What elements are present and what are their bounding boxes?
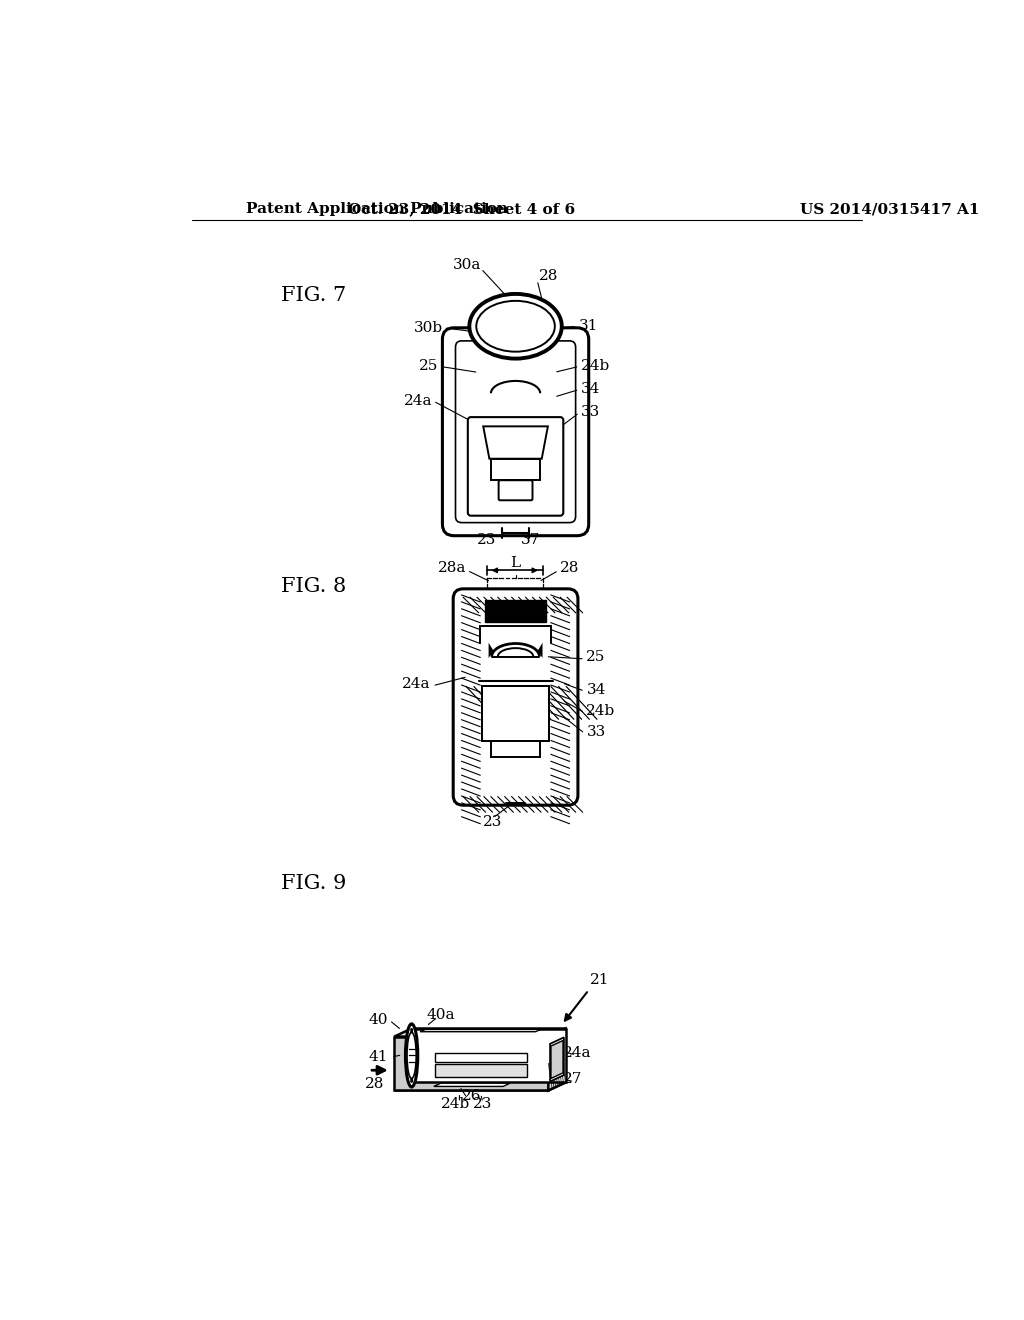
- Bar: [481, 686, 550, 742]
- Ellipse shape: [476, 301, 555, 351]
- Text: 28b: 28b: [436, 1032, 466, 1045]
- Text: 25: 25: [464, 1041, 483, 1056]
- Text: 24b: 24b: [587, 705, 615, 718]
- FancyBboxPatch shape: [442, 327, 589, 536]
- Polygon shape: [434, 1084, 510, 1086]
- Text: 28: 28: [539, 269, 558, 284]
- Polygon shape: [394, 1082, 565, 1090]
- Polygon shape: [394, 1036, 549, 1090]
- Text: 40: 40: [369, 1014, 388, 1027]
- Polygon shape: [550, 1038, 564, 1081]
- Text: 40b: 40b: [436, 1030, 465, 1044]
- Polygon shape: [551, 1040, 563, 1078]
- Text: FIG. 7: FIG. 7: [281, 286, 346, 305]
- Text: 34: 34: [581, 383, 600, 396]
- Polygon shape: [420, 1030, 541, 1032]
- Text: 33: 33: [587, 725, 605, 739]
- Text: 28a: 28a: [438, 561, 466, 576]
- Polygon shape: [483, 426, 548, 459]
- FancyBboxPatch shape: [468, 417, 563, 516]
- Text: 28: 28: [560, 561, 580, 576]
- Text: 23: 23: [482, 816, 502, 829]
- Text: 23: 23: [476, 532, 496, 546]
- Text: 23: 23: [473, 1097, 493, 1111]
- Text: FIG. 9: FIG. 9: [281, 874, 346, 894]
- Text: 25: 25: [587, 651, 606, 664]
- Polygon shape: [538, 643, 543, 659]
- Text: FIG. 8: FIG. 8: [281, 577, 346, 597]
- Ellipse shape: [469, 294, 562, 359]
- Text: 26: 26: [462, 1089, 481, 1104]
- Text: 21: 21: [590, 973, 609, 987]
- FancyBboxPatch shape: [499, 480, 532, 500]
- Text: 41: 41: [369, 1051, 388, 1064]
- Ellipse shape: [406, 1024, 418, 1086]
- Text: 34: 34: [587, 682, 606, 697]
- Bar: [490, 742, 541, 756]
- Text: 24b: 24b: [441, 1097, 470, 1111]
- Text: US 2014/0315417 A1: US 2014/0315417 A1: [801, 202, 980, 216]
- Polygon shape: [412, 1028, 565, 1082]
- Text: 31: 31: [579, 319, 598, 333]
- Polygon shape: [435, 1064, 527, 1077]
- Polygon shape: [394, 1028, 565, 1036]
- Text: 27: 27: [563, 1072, 583, 1086]
- Text: 25: 25: [419, 359, 438, 374]
- Polygon shape: [549, 1028, 565, 1090]
- Text: 28: 28: [365, 1077, 384, 1092]
- Polygon shape: [488, 643, 494, 659]
- FancyBboxPatch shape: [456, 341, 575, 523]
- Text: 24a: 24a: [402, 677, 431, 690]
- Bar: [481, 686, 550, 742]
- FancyBboxPatch shape: [454, 589, 578, 805]
- Text: Oct. 23, 2014  Sheet 4 of 6: Oct. 23, 2014 Sheet 4 of 6: [348, 202, 575, 216]
- Text: 33: 33: [581, 405, 600, 420]
- Bar: [484, 601, 547, 622]
- Text: 37: 37: [521, 532, 541, 546]
- Text: 40a: 40a: [426, 1007, 455, 1022]
- Text: 29: 29: [541, 1036, 560, 1051]
- Text: 30a: 30a: [453, 257, 481, 272]
- Text: 30b: 30b: [414, 321, 443, 335]
- Text: L: L: [510, 556, 520, 570]
- Text: 24a: 24a: [563, 1045, 592, 1060]
- Text: 24b: 24b: [581, 359, 610, 374]
- Bar: [490, 459, 541, 480]
- Ellipse shape: [407, 1032, 416, 1078]
- Polygon shape: [435, 1053, 527, 1061]
- Text: Patent Application Publication: Patent Application Publication: [246, 202, 508, 216]
- Text: 24a: 24a: [403, 393, 432, 408]
- Bar: [481, 686, 550, 742]
